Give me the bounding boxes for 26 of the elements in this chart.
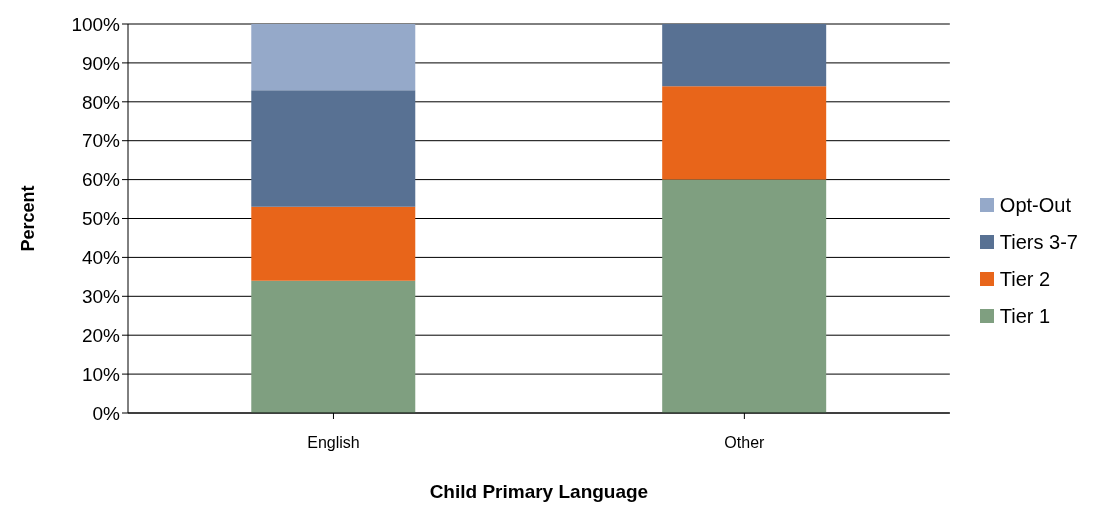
- bar: [662, 86, 827, 180]
- x-tick-label: Other: [724, 434, 766, 452]
- y-tick-label: 70%: [81, 130, 121, 152]
- bar: [251, 280, 416, 413]
- x-tick-label: English: [307, 434, 360, 452]
- y-tick-label: 100%: [71, 13, 121, 35]
- bar: [251, 90, 416, 207]
- bar: [662, 24, 827, 87]
- y-tick-label: 30%: [81, 286, 121, 308]
- x-axis-title: Child Primary Language: [429, 481, 649, 503]
- legend-label: Tier 2: [999, 267, 1051, 291]
- y-tick-label: 80%: [81, 91, 121, 113]
- y-tick-label: 10%: [81, 363, 121, 385]
- bar: [662, 179, 827, 413]
- y-tick-label: 0%: [92, 402, 121, 424]
- y-tick-label: 90%: [81, 52, 121, 74]
- bar: [251, 24, 416, 91]
- legend-label: Opt-Out: [999, 193, 1071, 217]
- y-tick-label: 50%: [81, 208, 121, 230]
- legend-label: Tiers 3-7: [999, 230, 1078, 254]
- y-tick-label: 60%: [81, 169, 121, 191]
- bar: [251, 206, 416, 281]
- y-tick-label: 20%: [81, 324, 121, 346]
- y-axis-title: Percent: [18, 185, 39, 252]
- y-tick-label: 40%: [81, 247, 121, 269]
- legend-label: Tier 1: [999, 304, 1051, 328]
